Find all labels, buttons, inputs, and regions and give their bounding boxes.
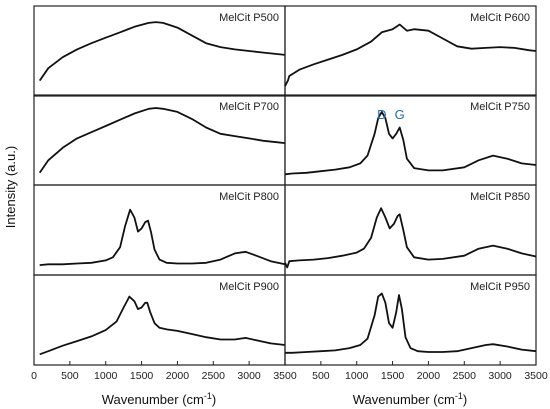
panel-label: MelCit P750 bbox=[470, 101, 530, 113]
x-tick-label: 3000 bbox=[488, 370, 512, 382]
spectrum-line bbox=[38, 21, 286, 82]
spectrum-line bbox=[38, 107, 286, 174]
panel-melcit-p950: MelCit P950 bbox=[284, 274, 537, 366]
x-tick-label: 500 bbox=[312, 370, 330, 382]
panel-frame bbox=[284, 274, 537, 366]
peak-label-d: D bbox=[377, 107, 386, 122]
x-tick-label: 500 bbox=[61, 370, 79, 382]
panel-melcit-p850: MelCit P850 bbox=[284, 184, 537, 276]
panel-melcit-p500: MelCit P500 bbox=[33, 5, 286, 97]
x-tick-label: 1500 bbox=[381, 370, 405, 382]
x-tick-label: 3500 bbox=[273, 370, 297, 382]
panel-label: MelCit P950 bbox=[470, 281, 530, 293]
panel-label: MelCit P900 bbox=[219, 281, 279, 293]
spectrum-line bbox=[39, 295, 286, 356]
spectrum-line bbox=[284, 111, 537, 176]
panels-layer: MelCit P500 MelCit P600 MelCit P700 MelCit … bbox=[33, 5, 537, 366]
x-tick-label: 3000 bbox=[237, 370, 261, 382]
peak-label-g: G bbox=[395, 107, 405, 122]
spectrum-line bbox=[39, 208, 286, 266]
panel-melcit-p750: MelCit P750 bbox=[284, 94, 537, 186]
x-axis-ticks bbox=[33, 361, 537, 365]
y-axis-title: Intensity (a.u.) bbox=[3, 146, 18, 228]
panel-melcit-p900: MelCit P900 bbox=[33, 274, 286, 366]
panel-melcit-p800: MelCit P800 bbox=[33, 184, 286, 276]
spectrum-line bbox=[284, 207, 537, 269]
panel-label: MelCit P500 bbox=[219, 12, 279, 24]
x-tick-label: 2500 bbox=[453, 370, 477, 382]
x-tick-label: 2500 bbox=[202, 370, 226, 382]
x-axis-tick-labels: 0 500 1000 1500 2000 2500 3000 3500 500 1000 1500 2… bbox=[31, 370, 548, 382]
x-axis-title-left: Wavenumber (cm-1) bbox=[102, 391, 216, 407]
spectrum-line bbox=[285, 292, 537, 354]
panel-label: MelCit P850 bbox=[470, 191, 530, 203]
x-tick-label: 2000 bbox=[417, 370, 441, 382]
x-axis-title: Wavenumber (cm-1) bbox=[353, 391, 467, 407]
x-tick-label: 3500 bbox=[524, 370, 548, 382]
x-tick-label: 1000 bbox=[345, 370, 369, 382]
x-tick-label: 1500 bbox=[130, 370, 154, 382]
x-tick-label: 0 bbox=[31, 370, 37, 382]
x-tick-label: 1000 bbox=[94, 370, 118, 382]
spectrum-line bbox=[284, 23, 537, 87]
panel-melcit-p700: MelCit P700 bbox=[33, 94, 286, 186]
panel-label: MelCit P800 bbox=[219, 191, 279, 203]
x-tick-label: 2000 bbox=[166, 370, 190, 382]
panel-label: MelCit P700 bbox=[219, 101, 279, 113]
panel-label: MelCit P600 bbox=[470, 12, 530, 24]
panel-melcit-p600: MelCit P600 bbox=[284, 5, 537, 97]
